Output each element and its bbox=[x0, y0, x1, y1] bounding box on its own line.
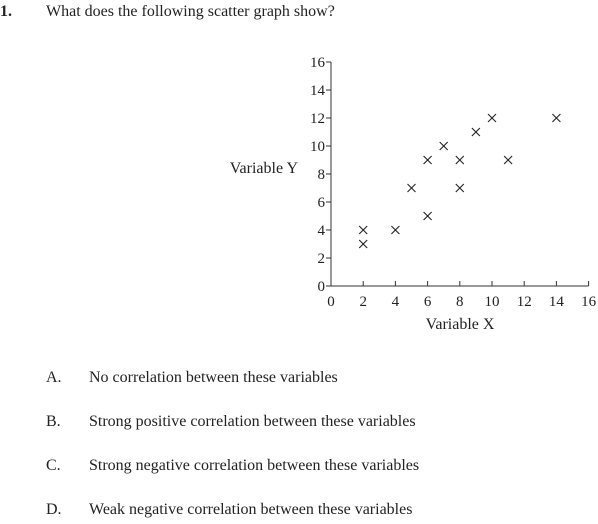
option-d-letter: D. bbox=[46, 501, 62, 518]
data-point bbox=[423, 155, 432, 165]
y-tick-label: 6 bbox=[318, 195, 326, 211]
y-axis-label: Variable Y bbox=[230, 160, 299, 177]
option-b-text: Strong positive correlation between thes… bbox=[89, 413, 416, 430]
data-point bbox=[455, 155, 465, 165]
chart-points bbox=[358, 113, 561, 249]
y-tick-label: 14 bbox=[310, 83, 326, 99]
chart-ticks: 0 2 4 6 8 10 12 14 16 0 2 4 6 8 10 12 14 16 bbox=[310, 55, 597, 310]
x-tick-label: 4 bbox=[392, 294, 400, 310]
data-point bbox=[552, 113, 561, 123]
y-tick-label: 0 bbox=[318, 279, 326, 295]
x-tick-label: 10 bbox=[485, 294, 500, 310]
option-c-letter: C. bbox=[46, 457, 61, 474]
y-tick-label: 2 bbox=[318, 251, 326, 267]
data-point bbox=[455, 183, 465, 193]
data-point bbox=[503, 155, 513, 165]
question-text: What does the following scatter graph sh… bbox=[46, 3, 335, 20]
data-point bbox=[358, 239, 368, 249]
data-point bbox=[423, 211, 432, 221]
scatter-chart: 0 2 4 6 8 10 12 14 16 0 2 4 6 8 10 12 14 16 Variable X Va… bbox=[230, 55, 597, 333]
option-a-letter: A. bbox=[46, 369, 62, 386]
y-tick-label: 8 bbox=[318, 167, 326, 183]
option-c-text: Strong negative correlation between thes… bbox=[89, 457, 420, 474]
data-point bbox=[471, 127, 481, 137]
y-tick-label: 12 bbox=[310, 111, 325, 127]
data-point bbox=[391, 225, 400, 235]
data-point bbox=[407, 183, 416, 193]
data-point bbox=[487, 113, 497, 123]
chart-axes bbox=[330, 62, 589, 287]
x-tick-label: 6 bbox=[424, 294, 432, 310]
data-point bbox=[358, 225, 368, 235]
data-point bbox=[439, 141, 449, 151]
x-tick-label: 8 bbox=[456, 294, 464, 310]
option-a-text: No correlation between these variables bbox=[89, 369, 338, 386]
x-tick-label: 2 bbox=[359, 294, 367, 310]
x-tick-label: 12 bbox=[517, 294, 532, 310]
y-tick-label: 16 bbox=[310, 55, 326, 71]
y-tick-label: 4 bbox=[318, 223, 326, 239]
x-axis-label: Variable X bbox=[426, 316, 495, 333]
x-tick-label: 0 bbox=[327, 294, 335, 310]
option-b-letter: B. bbox=[46, 413, 61, 430]
x-tick-label: 16 bbox=[581, 294, 597, 310]
question-number: 1. bbox=[0, 3, 12, 20]
x-tick-label: 14 bbox=[549, 294, 565, 310]
option-d-text: Weak negative correlation between these … bbox=[89, 501, 413, 518]
y-tick-label: 10 bbox=[310, 139, 325, 155]
